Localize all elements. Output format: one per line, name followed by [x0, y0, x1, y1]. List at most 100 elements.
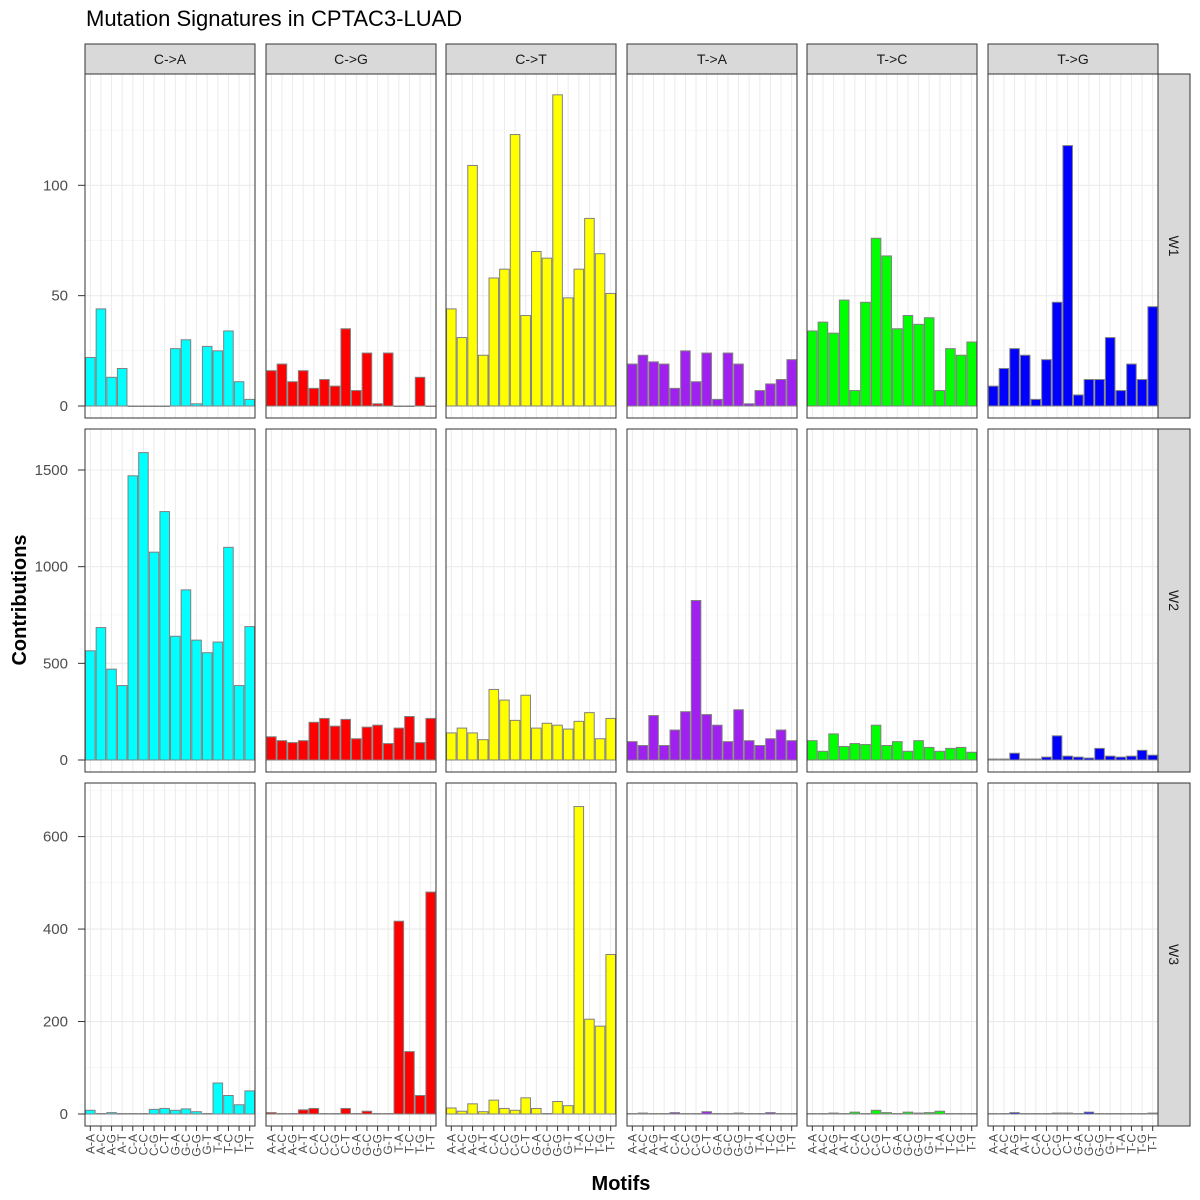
bar-w1-ttoa-a-g [648, 361, 659, 407]
bar-w1-ttog-g-a [1073, 394, 1084, 407]
bar-w1-ttoa-t-t [786, 359, 797, 407]
bar-w1-ctoa-t-g [233, 381, 245, 407]
bar-w3-ttoa-c-c [680, 1113, 691, 1115]
bar-w3-ctog-g-c [361, 1110, 373, 1115]
bar-w3-ctoa-g-a [170, 1109, 181, 1115]
strip-label-ttoa: T->A [697, 51, 728, 67]
bar-w1-ctot-c-g [509, 134, 521, 407]
bar-w3-ttoa-t-c [765, 1112, 776, 1115]
bar-w1-ctog-g-a [351, 390, 362, 407]
bar-w3-ctot-t-a [573, 806, 585, 1115]
bar-w1-ctog-t-t [425, 405, 436, 407]
bar-w1-ctot-g-g [552, 94, 563, 407]
bar-w1-ctog-t-a [393, 405, 405, 407]
bar-w2-ttoc-c-t [881, 745, 892, 761]
x-tick-label: A-A [805, 1134, 819, 1154]
bar-w3-ttoc-t-c [945, 1113, 956, 1115]
bar-w1-ttoa-a-a [627, 363, 638, 407]
bar-w3-ttoa-t-t [786, 1113, 797, 1115]
bar-w3-ctog-t-t [425, 891, 436, 1115]
x-tick-label: T-T [424, 1133, 438, 1152]
x-tick-label: C-C [136, 1134, 150, 1156]
bar-w1-ctot-g-t [562, 297, 574, 407]
bar-w2-ctoa-a-a [85, 650, 96, 761]
bar-w1-ctot-a-a [446, 308, 457, 407]
bar-w3-ttoc-g-g [913, 1112, 924, 1115]
bar-w3-ttoc-t-a [934, 1110, 946, 1115]
bar-w2-ctoa-t-a [212, 641, 224, 761]
bar-w3-ctog-g-t [382, 1113, 394, 1115]
x-tick-label: T-T [1146, 1133, 1160, 1152]
bar-w1-ttoa-a-t [658, 363, 670, 407]
x-tick-label: G-T [381, 1133, 395, 1154]
bar-w3-ctot-c-t [520, 1097, 531, 1115]
bar-w2-ctog-a-a [266, 736, 277, 761]
bar-w1-ctot-t-t [605, 292, 616, 407]
bar-w2-ttog-t-t [1147, 754, 1158, 761]
panel-border [445, 73, 617, 419]
bar-w3-ctog-a-t [297, 1109, 309, 1115]
x-tick-label: G-T [922, 1133, 936, 1154]
bar-w1-ttoc-g-g [913, 323, 924, 407]
bar-w1-ttog-a-c [998, 367, 1010, 407]
bar-w1-ttoa-t-c [765, 383, 776, 407]
bar-w1-ctoa-a-a [85, 356, 96, 407]
strip-w3 [1157, 782, 1191, 1127]
bar-w2-ctoa-t-c [223, 546, 234, 761]
x-tick-label: C-C [317, 1134, 331, 1156]
x-axis-title: Motifs [592, 1173, 651, 1195]
bar-w1-ttoc-t-g [955, 354, 967, 407]
bar-w2-ctot-t-a [573, 720, 585, 761]
bar-w2-ttoc-c-g [870, 724, 882, 761]
bar-w2-ctog-c-t [340, 718, 351, 761]
bar-w2-ctoa-t-g [233, 685, 245, 761]
bar-w1-ttog-c-t [1062, 145, 1073, 407]
bar-w3-ttog-t-t [1147, 1112, 1158, 1115]
bar-w3-ctog-a-c [276, 1113, 288, 1115]
y-axis-title: Contributions [9, 534, 31, 665]
bar-w3-ttoc-c-g [870, 1109, 882, 1115]
bar-w1-ctoa-c-a [127, 405, 139, 407]
bar-w2-ctog-c-g [329, 725, 341, 761]
strip-label-ctoa: C->A [154, 51, 187, 67]
bar-w3-ctoa-c-g [148, 1108, 160, 1115]
bar-w2-ctoa-c-t [159, 511, 170, 761]
bar-w3-ctot-g-a [531, 1107, 542, 1115]
bar-w3-ttoa-c-t [701, 1111, 712, 1115]
bar-w3-ttoa-a-t [658, 1113, 670, 1115]
bar-w1-ctoa-t-a [212, 350, 224, 407]
bar-w3-ttoc-g-a [892, 1113, 903, 1115]
x-tick-label: T-G [593, 1134, 607, 1154]
bar-w2-ttoa-t-t [786, 740, 797, 761]
bar-w1-ttoa-g-t [743, 403, 755, 407]
panel-border [265, 782, 437, 1127]
x-tick-label: G-C [360, 1134, 374, 1156]
bar-w3-ctog-a-a [266, 1112, 277, 1115]
x-tick-label: T-G [232, 1134, 246, 1154]
panel-border [445, 428, 617, 773]
bar-w2-ttoc-c-a [849, 743, 861, 761]
bar-w2-ttoa-a-c [637, 745, 649, 761]
x-tick-label: G-G [371, 1134, 385, 1157]
bar-w1-ctog-c-g [329, 385, 341, 407]
x-tick-label: A-C [997, 1134, 1011, 1155]
x-tick-label: A-C [455, 1134, 469, 1155]
bar-w2-ttoa-g-c [722, 741, 734, 761]
bar-w3-ctot-c-c [499, 1107, 510, 1115]
bar-w1-ctot-c-a [488, 277, 500, 407]
bar-w1-ttog-c-a [1030, 398, 1042, 407]
x-tick-label: T-T [785, 1133, 799, 1152]
bar-w1-ctoa-g-g [191, 403, 202, 407]
bar-w1-ctog-g-g [372, 403, 383, 407]
x-tick-label: G-T [561, 1133, 575, 1154]
bar-w1-ttog-t-t [1147, 306, 1158, 407]
bar-w2-ttog-g-g [1094, 747, 1105, 761]
bar-w1-ttoc-t-a [934, 390, 946, 407]
bar-w2-ttoa-c-t [701, 714, 712, 761]
strip-w2 [1157, 428, 1191, 773]
bar-w2-ttog-t-g [1136, 749, 1148, 761]
x-tick-label: A-G [647, 1134, 661, 1155]
bar-w3-ttoa-t-g [775, 1113, 787, 1115]
bar-w3-ctoa-g-t [201, 1113, 213, 1115]
